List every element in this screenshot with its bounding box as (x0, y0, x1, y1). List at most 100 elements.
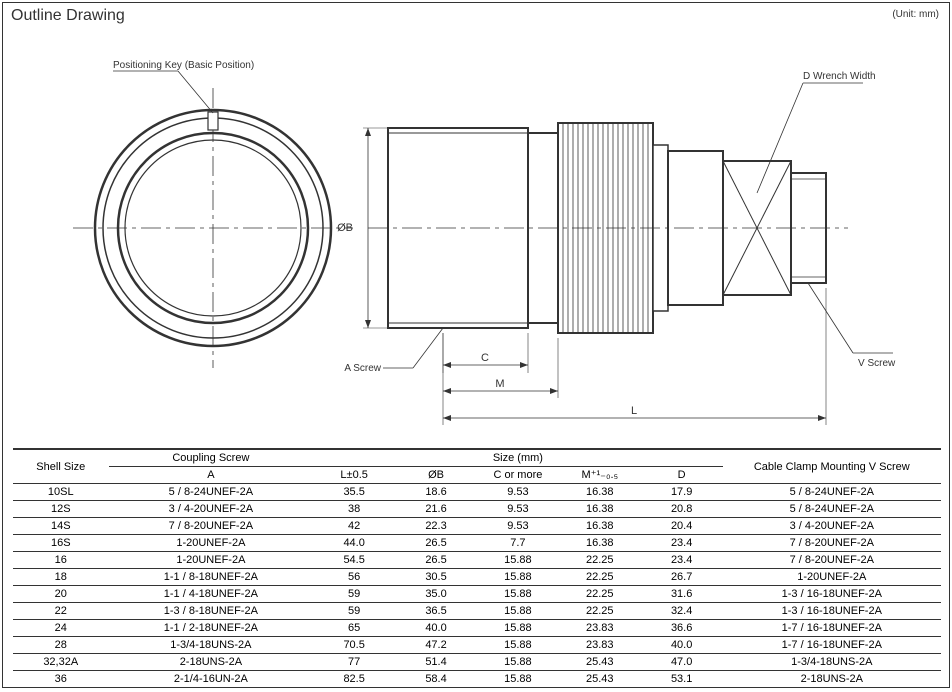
table-cell: 23.4 (641, 552, 723, 569)
table-cell: 7 / 8-20UNEF-2A (723, 535, 941, 552)
table-cell: 1-3 / 8-18UNEF-2A (109, 603, 314, 620)
table-cell: 16 (13, 552, 109, 569)
table-row: 221-3 / 8-18UNEF-2A5936.515.8822.2532.41… (13, 603, 941, 620)
unit-label: (Unit: mm) (892, 9, 939, 20)
table-cell: 15.88 (477, 620, 559, 637)
spec-table-area: Shell Size Coupling Screw Size (mm) Cabl… (13, 448, 941, 688)
table-cell: 22.25 (559, 569, 641, 586)
table-cell: 25.43 (559, 654, 641, 671)
table-cell: 31.6 (641, 586, 723, 603)
table-cell: 15.88 (477, 586, 559, 603)
header-size-c: C or more (477, 467, 559, 484)
table-cell: 58.4 (395, 671, 477, 688)
table-row: 12S3 / 4-20UNEF-2A3821.69.5316.3820.85 /… (13, 501, 941, 518)
table-row: 241-1 / 2-18UNEF-2A6540.015.8823.8336.61… (13, 620, 941, 637)
spec-table: Shell Size Coupling Screw Size (mm) Cabl… (13, 448, 941, 688)
table-cell: 1-3/4-18UNS-2A (109, 637, 314, 654)
table-cell: 23.83 (559, 637, 641, 654)
table-cell: 40.0 (641, 637, 723, 654)
table-cell: 30.5 (395, 569, 477, 586)
table-cell: 1-7 / 16-18UNEF-2A (723, 620, 941, 637)
a-screw-label: A Screw (344, 363, 381, 374)
table-cell: 59 (313, 603, 395, 620)
v-screw-label: V Screw (858, 358, 896, 369)
table-cell: 12S (13, 501, 109, 518)
header-coupling-a: A (109, 467, 314, 484)
table-cell: 22.3 (395, 518, 477, 535)
table-cell: 26.5 (395, 535, 477, 552)
dim-ob-label: ØB (337, 222, 353, 234)
table-cell: 16.38 (559, 518, 641, 535)
table-cell: 3 / 4-20UNEF-2A (723, 518, 941, 535)
table-cell: 82.5 (313, 671, 395, 688)
table-cell: 9.53 (477, 484, 559, 501)
table-cell: 1-1 / 4-18UNEF-2A (109, 586, 314, 603)
header-shell-size: Shell Size (13, 449, 109, 484)
table-cell: 36 (13, 671, 109, 688)
table-cell: 1-20UNEF-2A (109, 535, 314, 552)
table-cell: 15.88 (477, 654, 559, 671)
table-cell: 59 (313, 586, 395, 603)
table-cell: 15.88 (477, 671, 559, 688)
table-cell: 42 (313, 518, 395, 535)
table-row: 161-20UNEF-2A54.526.515.8822.2523.47 / 8… (13, 552, 941, 569)
side-view: ØB A Screw V Screw D Wrench Width (337, 71, 896, 425)
table-cell: 51.4 (395, 654, 477, 671)
front-view: Positioning Key (Basic Position) (73, 60, 353, 368)
table-row: 16S1-20UNEF-2A44.026.57.716.3823.47 / 8-… (13, 535, 941, 552)
table-cell: 53.1 (641, 671, 723, 688)
table-cell: 54.5 (313, 552, 395, 569)
table-cell: 1-3 / 16-18UNEF-2A (723, 603, 941, 620)
main-container: Outline Drawing (Unit: mm) Positioning K… (2, 2, 950, 688)
table-cell: 9.53 (477, 501, 559, 518)
table-cell: 2-18UNS-2A (723, 671, 941, 688)
wrench-width-label: D Wrench Width (803, 71, 876, 82)
drawing-area: Positioning Key (Basic Position) (3, 33, 951, 443)
header-size-l: L±0.5 (313, 467, 395, 484)
table-cell: 35.5 (313, 484, 395, 501)
table-cell: 65 (313, 620, 395, 637)
header-size-d: D (641, 467, 723, 484)
table-cell: 20.4 (641, 518, 723, 535)
table-cell: 1-7 / 16-18UNEF-2A (723, 637, 941, 654)
header-size-ob: ØB (395, 467, 477, 484)
table-cell: 25.43 (559, 671, 641, 688)
table-cell: 16.38 (559, 484, 641, 501)
table-cell: 1-1 / 8-18UNEF-2A (109, 569, 314, 586)
header-size: Size (mm) (313, 449, 722, 467)
table-cell: 16S (13, 535, 109, 552)
table-cell: 20 (13, 586, 109, 603)
table-cell: 56 (313, 569, 395, 586)
table-cell: 18 (13, 569, 109, 586)
table-cell: 32,32A (13, 654, 109, 671)
table-row: 10SL5 / 8-24UNEF-2A35.518.69.5316.3817.9… (13, 484, 941, 501)
table-cell: 9.53 (477, 518, 559, 535)
table-cell: 15.88 (477, 603, 559, 620)
table-cell: 16.38 (559, 535, 641, 552)
header-clamp: Cable Clamp Mounting V Screw (723, 449, 941, 484)
table-cell: 23.4 (641, 535, 723, 552)
table-cell: 20.8 (641, 501, 723, 518)
table-cell: 26.7 (641, 569, 723, 586)
table-row: 14S7 / 8-20UNEF-2A4222.39.5316.3820.43 /… (13, 518, 941, 535)
table-cell: 1-20UNEF-2A (723, 569, 941, 586)
table-cell: 1-20UNEF-2A (109, 552, 314, 569)
table-cell: 44.0 (313, 535, 395, 552)
table-cell: 5 / 8-24UNEF-2A (723, 501, 941, 518)
table-cell: 23.83 (559, 620, 641, 637)
drawing-title: Outline Drawing (11, 7, 125, 25)
table-cell: 7 / 8-20UNEF-2A (723, 552, 941, 569)
table-body: 10SL5 / 8-24UNEF-2A35.518.69.5316.3817.9… (13, 484, 941, 688)
table-cell: 17.9 (641, 484, 723, 501)
table-cell: 5 / 8-24UNEF-2A (723, 484, 941, 501)
table-cell: 1-3 / 16-18UNEF-2A (723, 586, 941, 603)
table-cell: 5 / 8-24UNEF-2A (109, 484, 314, 501)
table-cell: 1-1 / 2-18UNEF-2A (109, 620, 314, 637)
table-cell: 70.5 (313, 637, 395, 654)
table-row: 181-1 / 8-18UNEF-2A5630.515.8822.2526.71… (13, 569, 941, 586)
table-cell: 1-3/4-18UNS-2A (723, 654, 941, 671)
table-cell: 3 / 4-20UNEF-2A (109, 501, 314, 518)
table-cell: 36.6 (641, 620, 723, 637)
table-cell: 7.7 (477, 535, 559, 552)
table-cell: 22.25 (559, 603, 641, 620)
